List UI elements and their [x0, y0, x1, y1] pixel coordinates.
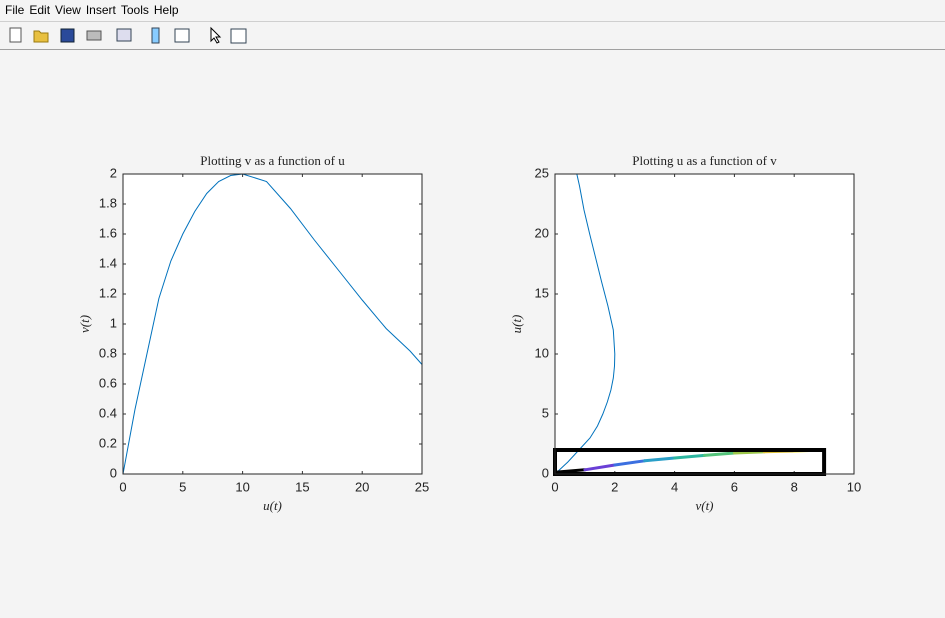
link-icon[interactable]	[116, 28, 132, 42]
x-tick-label: 0	[119, 479, 126, 494]
data-line	[122, 173, 423, 475]
x-tick-label: 20	[355, 479, 369, 494]
menu-item[interactable]: Tools	[120, 3, 149, 17]
open-icon[interactable]	[33, 30, 49, 43]
data-line	[554, 173, 616, 475]
toolbar-icons	[9, 26, 247, 44]
axes-background	[555, 174, 854, 474]
property-icon[interactable]	[230, 28, 247, 44]
line-segment	[553, 468, 587, 474]
x-axis-label: v(t)	[695, 498, 713, 513]
legend-icon[interactable]	[174, 28, 190, 43]
x-tick-label: 2	[611, 479, 618, 494]
y-tick-label: 1.8	[99, 195, 117, 210]
x-tick-label: 10	[235, 479, 249, 494]
y-tick-label: 0.2	[99, 435, 117, 450]
y-tick-label: 0.4	[99, 405, 117, 420]
x-tick-label: 15	[295, 479, 309, 494]
x-tick-label: 5	[179, 479, 186, 494]
menu-item[interactable]: File	[5, 3, 25, 17]
y-tick-label: 10	[535, 345, 549, 360]
y-axis-label: v(t)	[77, 315, 92, 333]
y-tick-label: 2	[110, 165, 117, 180]
y-tick-label: 20	[535, 225, 549, 240]
y-axis-label: u(t)	[509, 315, 524, 334]
print-icon[interactable]	[86, 30, 102, 41]
chart-title: Plotting u as a function of v	[632, 153, 777, 168]
x-tick-label: 0	[551, 479, 558, 494]
y-tick-label: 25	[535, 165, 549, 180]
toolbar	[0, 21, 945, 50]
y-tick-label: 15	[535, 285, 549, 300]
menu-item[interactable]: Insert	[85, 3, 116, 17]
menu-item[interactable]: View	[55, 3, 81, 17]
plot-area: Plotting v as a function of u u(t) v(t) 0 5 1…	[77, 153, 861, 513]
save-icon[interactable]	[60, 28, 75, 43]
x-tick-label: 8	[791, 479, 798, 494]
menu-item[interactable]: Edit	[29, 3, 51, 17]
y-tick-label: 0.8	[99, 345, 117, 360]
line-segment	[613, 459, 647, 467]
x-tick-label: 6	[731, 479, 738, 494]
new-icon[interactable]	[9, 27, 22, 43]
menu-item[interactable]: Help	[153, 3, 179, 17]
y-tick-label: 5	[542, 405, 549, 420]
y-tick-label: 1.2	[99, 285, 117, 300]
y-tick-label: 1.4	[99, 255, 117, 270]
colorbar-icon[interactable]	[151, 27, 160, 44]
y-tick-label: 1.6	[99, 225, 117, 240]
line-segment	[703, 451, 736, 457]
y-tick-label: 0	[542, 465, 549, 480]
axes-background	[123, 174, 422, 474]
axes-frame	[554, 173, 855, 475]
y-tick-label: 1	[110, 315, 117, 330]
y-tick-label: 0.6	[99, 375, 117, 390]
chart-title: Plotting v as a function of u	[200, 153, 345, 168]
line-segment	[673, 453, 706, 460]
line-segment	[643, 456, 677, 463]
x-tick-label: 4	[671, 479, 678, 494]
pointer-icon[interactable]	[210, 26, 222, 44]
line-segment	[583, 463, 617, 472]
axes-frame	[122, 173, 423, 475]
x-axis-label: u(t)	[263, 498, 282, 513]
menu-bar: File Edit View Insert Tools Help	[0, 0, 945, 20]
y-tick-label: 0	[110, 465, 117, 480]
x-tick-label: 25	[415, 479, 429, 494]
x-tick-label: 10	[847, 479, 861, 494]
